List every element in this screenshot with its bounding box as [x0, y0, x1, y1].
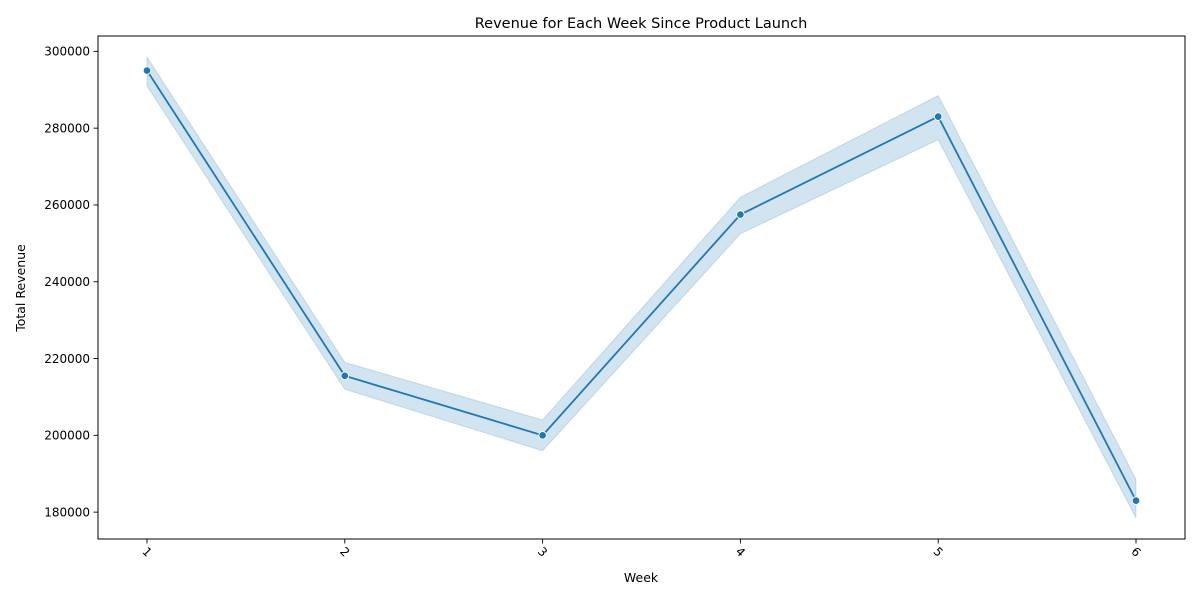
x-axis-label: Week: [624, 570, 659, 585]
x-tick-label: 1: [139, 544, 154, 559]
x-tick-label: 5: [931, 544, 946, 559]
y-axis: 180000 200000 220000 240000 260000 280000 3000…: [44, 45, 98, 519]
y-tick-label: 240000: [44, 275, 90, 289]
data-point-week-1: [142, 66, 152, 75]
y-tick-label: 200000: [44, 429, 90, 443]
data-point-week-5: [933, 112, 943, 121]
data-point-week-2: [340, 371, 350, 381]
x-tick-label: 4: [733, 544, 748, 559]
x-axis: 1 2 3 4 5 6: [139, 539, 1144, 560]
y-tick-label: 220000: [44, 352, 90, 366]
y-tick-label: 280000: [44, 121, 90, 135]
x-tick-label: 2: [337, 544, 352, 559]
y-tick-label: 180000: [44, 505, 90, 519]
data-point-week-6: [1131, 496, 1141, 505]
plot-area: [142, 55, 1141, 519]
x-tick-label: 6: [1128, 544, 1143, 559]
x-tick-label: 3: [535, 544, 550, 559]
y-tick-label: 260000: [44, 198, 90, 212]
chart-title: Revenue for Each Week Since Product Laun…: [475, 16, 808, 32]
data-point-week-3: [538, 431, 547, 440]
y-tick-label: 300000: [44, 45, 90, 59]
series-line: [146, 70, 1137, 502]
axes-frame: [97, 35, 1186, 540]
data-point-week-4: [736, 210, 745, 219]
confidence-band: [146, 55, 1137, 519]
y-axis-label: Total Revenue: [13, 244, 28, 333]
